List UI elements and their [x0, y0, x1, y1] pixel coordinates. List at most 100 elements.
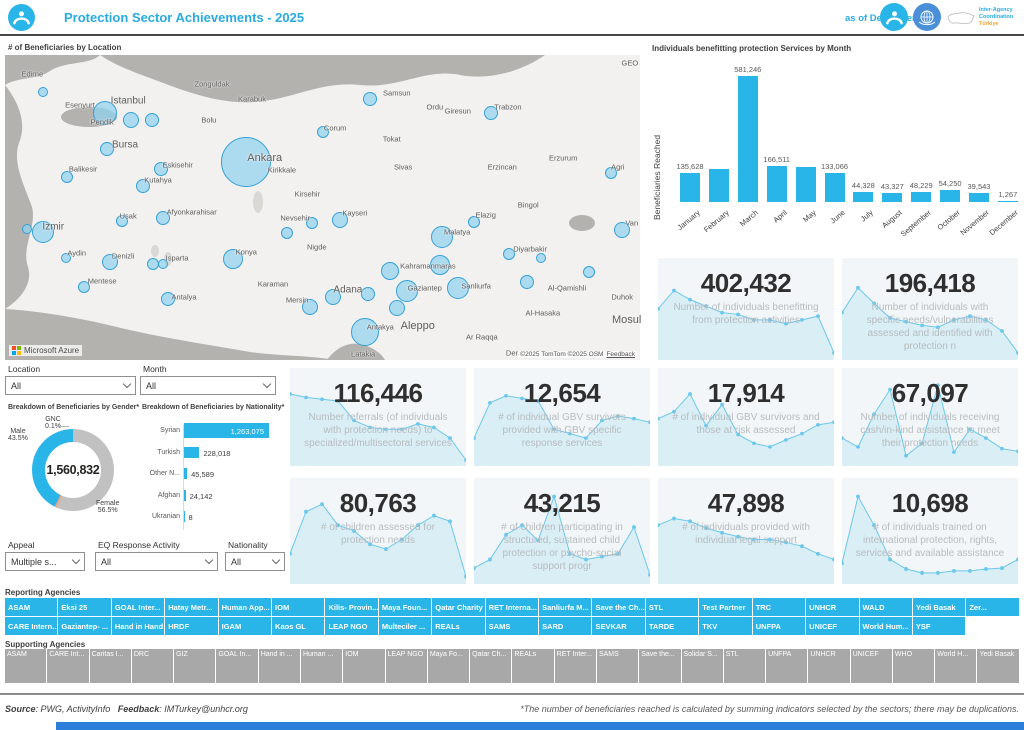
map-bubble-gaziantep[interactable] [395, 280, 418, 303]
agency-cell-test-partner[interactable]: Test Partner [699, 598, 752, 616]
map-bubble-kayseri[interactable] [332, 212, 349, 228]
map-bubble-elazig[interactable] [468, 216, 481, 229]
map-bubble-sanliurfa-east[interactable] [519, 274, 534, 289]
map-bubble-mardin[interactable] [583, 265, 596, 278]
map-bubble-samsun[interactable] [363, 91, 378, 106]
kpi-card-number-of-individuals-benefitt[interactable]: 402,432 Number of individuals benefitting… [658, 258, 834, 360]
agency-cell-care-intern[interactable]: CARE Intern... [5, 617, 58, 635]
supporting-agency-cell-ret-inter[interactable]: RET Inter... [554, 649, 596, 683]
agency-cell-wald[interactable]: WALD [859, 598, 912, 616]
bar-april[interactable] [766, 165, 787, 202]
supporting-agency-cell-leap-ngo[interactable]: LEAP NGO [385, 649, 427, 683]
agency-cell-world-hum[interactable]: World Hum... [859, 617, 912, 635]
supporting-agency-cell-who[interactable]: WHO [892, 649, 935, 683]
agency-cell-maya-foun[interactable]: Maya Foun... [378, 598, 432, 616]
agency-cell-asam[interactable]: ASAM [5, 598, 58, 616]
agency-cell-hand-in-hand[interactable]: Hand in Hand [111, 617, 165, 635]
supporting-agency-cell-stl[interactable]: STL [723, 649, 766, 683]
map-bubble-kahramanmaras-west[interactable] [380, 261, 399, 280]
agency-cell-sevkar[interactable]: SEVKAR [592, 617, 645, 635]
map-bubble-malatya[interactable] [430, 226, 453, 249]
agency-cell-qatar-charity[interactable]: Qatar Charity [432, 598, 485, 616]
map-bubble-sakarya[interactable] [144, 112, 159, 127]
map-bubble-kahramanmaras[interactable] [429, 255, 450, 276]
kpi-card-number-of-individuals-receivin[interactable]: 67,097 Number of individuals receiving ca… [842, 368, 1018, 466]
agency-cell-human-app[interactable]: Human App... [218, 598, 272, 616]
feedback-link[interactable]: Feedback [606, 351, 635, 358]
agency-cell-sard[interactable]: SARD [539, 617, 592, 635]
bar-july[interactable] [853, 192, 874, 202]
agency-cell-ysf[interactable]: YSF [912, 617, 966, 635]
map-bubble-izmir[interactable] [32, 220, 55, 243]
map-bubble-eskisehir[interactable] [154, 162, 169, 177]
map-bubble-antalya[interactable] [161, 292, 176, 306]
supporting-agency-cell-human[interactable]: Human ... [300, 649, 343, 683]
supporting-agency-cell-world-h[interactable]: World H... [935, 649, 977, 683]
map-bubble-antakya[interactable] [351, 317, 380, 346]
feedback-value[interactable]: : IMTurkey@unhcr.org [159, 704, 248, 714]
map-bubble-denizli[interactable] [101, 254, 118, 271]
gender-donut-chart[interactable]: 1,560,832 [32, 429, 114, 511]
beneficiaries-map[interactable]: Edirne Esenyurt Istanbul Pendik Zonguldak Kar… [5, 55, 641, 360]
supporting-agency-cell-qatar-ch[interactable]: Qatar Ch... [470, 649, 512, 683]
bottom-scrollbar[interactable] [56, 722, 1024, 730]
map-bubble-mersin[interactable] [301, 298, 318, 315]
bar-january[interactable] [680, 172, 700, 202]
agency-cell-multeciler[interactable]: Multeciler ... [378, 617, 432, 635]
agency-cell-tarde[interactable]: TARDE [645, 617, 699, 635]
map-bubble-kilis[interactable] [388, 300, 405, 317]
agency-cell-unhcr[interactable]: UNHCR [806, 598, 859, 616]
filter-month[interactable]: All [140, 376, 276, 395]
agency-cell-unfpa[interactable]: UNFPA [752, 617, 806, 635]
agency-cell-sanliurfa-m[interactable]: Sanliurfa M... [539, 598, 592, 616]
map-bubble-trabzon[interactable] [483, 105, 498, 120]
map-bubble-kocaeli[interactable] [122, 111, 139, 128]
kpi-card-of-individuals-provided-with-i[interactable]: 47,898 # of individuals provided with ind… [658, 478, 834, 584]
agency-cell-tkv[interactable]: TKV [699, 617, 752, 635]
agency-cell-iom[interactable]: IOM [272, 598, 325, 616]
nat-bar-afghan[interactable] [184, 489, 186, 501]
filter-nationality[interactable]: All [225, 552, 285, 571]
bar-may[interactable] [795, 166, 816, 202]
agency-cell-gaziantep[interactable]: Gaziantep- ... [58, 617, 111, 635]
map-bubble-agri[interactable] [604, 167, 617, 180]
map-bubble-diyarbakir-east[interactable] [535, 253, 546, 264]
bar-june[interactable] [824, 173, 845, 202]
bar-august[interactable] [882, 192, 903, 202]
map-bubble-balikesir[interactable] [61, 171, 74, 183]
agency-cell-hrdf[interactable]: HRDF [165, 617, 218, 635]
bar-february[interactable] [708, 169, 729, 202]
supporting-agency-cell-save-the[interactable]: Save the... [639, 649, 681, 683]
agency-cell-leap-ngo[interactable]: LEAP NGO [325, 617, 378, 635]
supporting-agency-cell-care-int[interactable]: CARE Int... [47, 649, 89, 683]
kpi-card-of-children-assessed-for-prote[interactable]: 80,763 # of children assessed for protect… [290, 478, 466, 584]
kpi-card-number-referrals-of-individual[interactable]: 116,446 Number referrals (of individuals … [290, 368, 466, 466]
agency-cell-unicef[interactable]: UNICEF [806, 617, 859, 635]
bar-december[interactable] [997, 201, 1018, 202]
map-bubble-nevsehir[interactable] [305, 217, 318, 230]
supporting-agency-cell-maya-fo[interactable]: Maya Fo... [427, 649, 470, 683]
supporting-agency-cell-reals[interactable]: REALs [512, 649, 554, 683]
map-bubble-konya[interactable] [222, 249, 243, 270]
map-bubble-kutahya[interactable] [135, 179, 150, 194]
nat-bar-ukranian[interactable] [184, 511, 185, 522]
agency-cell-igam[interactable]: IGAM [218, 617, 272, 635]
agency-cell-save-the-ch[interactable]: Save the Ch... [592, 598, 645, 616]
agency-cell-reals[interactable]: REALs [432, 617, 485, 635]
kpi-card-of-individual-gbv-survivors-an[interactable]: 17,914 # of individual GBV survivors and … [658, 368, 834, 466]
agency-cell-kaos-gl[interactable]: Kaos GL [272, 617, 325, 635]
map-bubble-diyarbakir[interactable] [503, 247, 516, 260]
bar-october[interactable] [940, 190, 961, 202]
map-bubble-adana[interactable] [325, 288, 342, 305]
nat-bar-syrian[interactable] [184, 423, 269, 438]
map-bubble-sanliurfa[interactable] [446, 277, 469, 300]
supporting-agency-cell-iom[interactable]: IOM [343, 649, 385, 683]
kpi-card-of-individual-gbv-survivors-pr[interactable]: 12,654 # of individual GBV survivors prov… [474, 368, 650, 466]
agency-cell-goal-inter[interactable]: GOAL Inter... [111, 598, 165, 616]
agency-cell-stl[interactable]: STL [645, 598, 699, 616]
supporting-agency-cell-solidar-s[interactable]: Solidar S... [681, 649, 723, 683]
bar-september[interactable] [911, 191, 932, 202]
map-bubble-adana-east[interactable] [361, 287, 376, 302]
supporting-agency-cell-goal-in[interactable]: GOAL In... [216, 649, 258, 683]
map-bubble-usak[interactable] [115, 214, 128, 227]
